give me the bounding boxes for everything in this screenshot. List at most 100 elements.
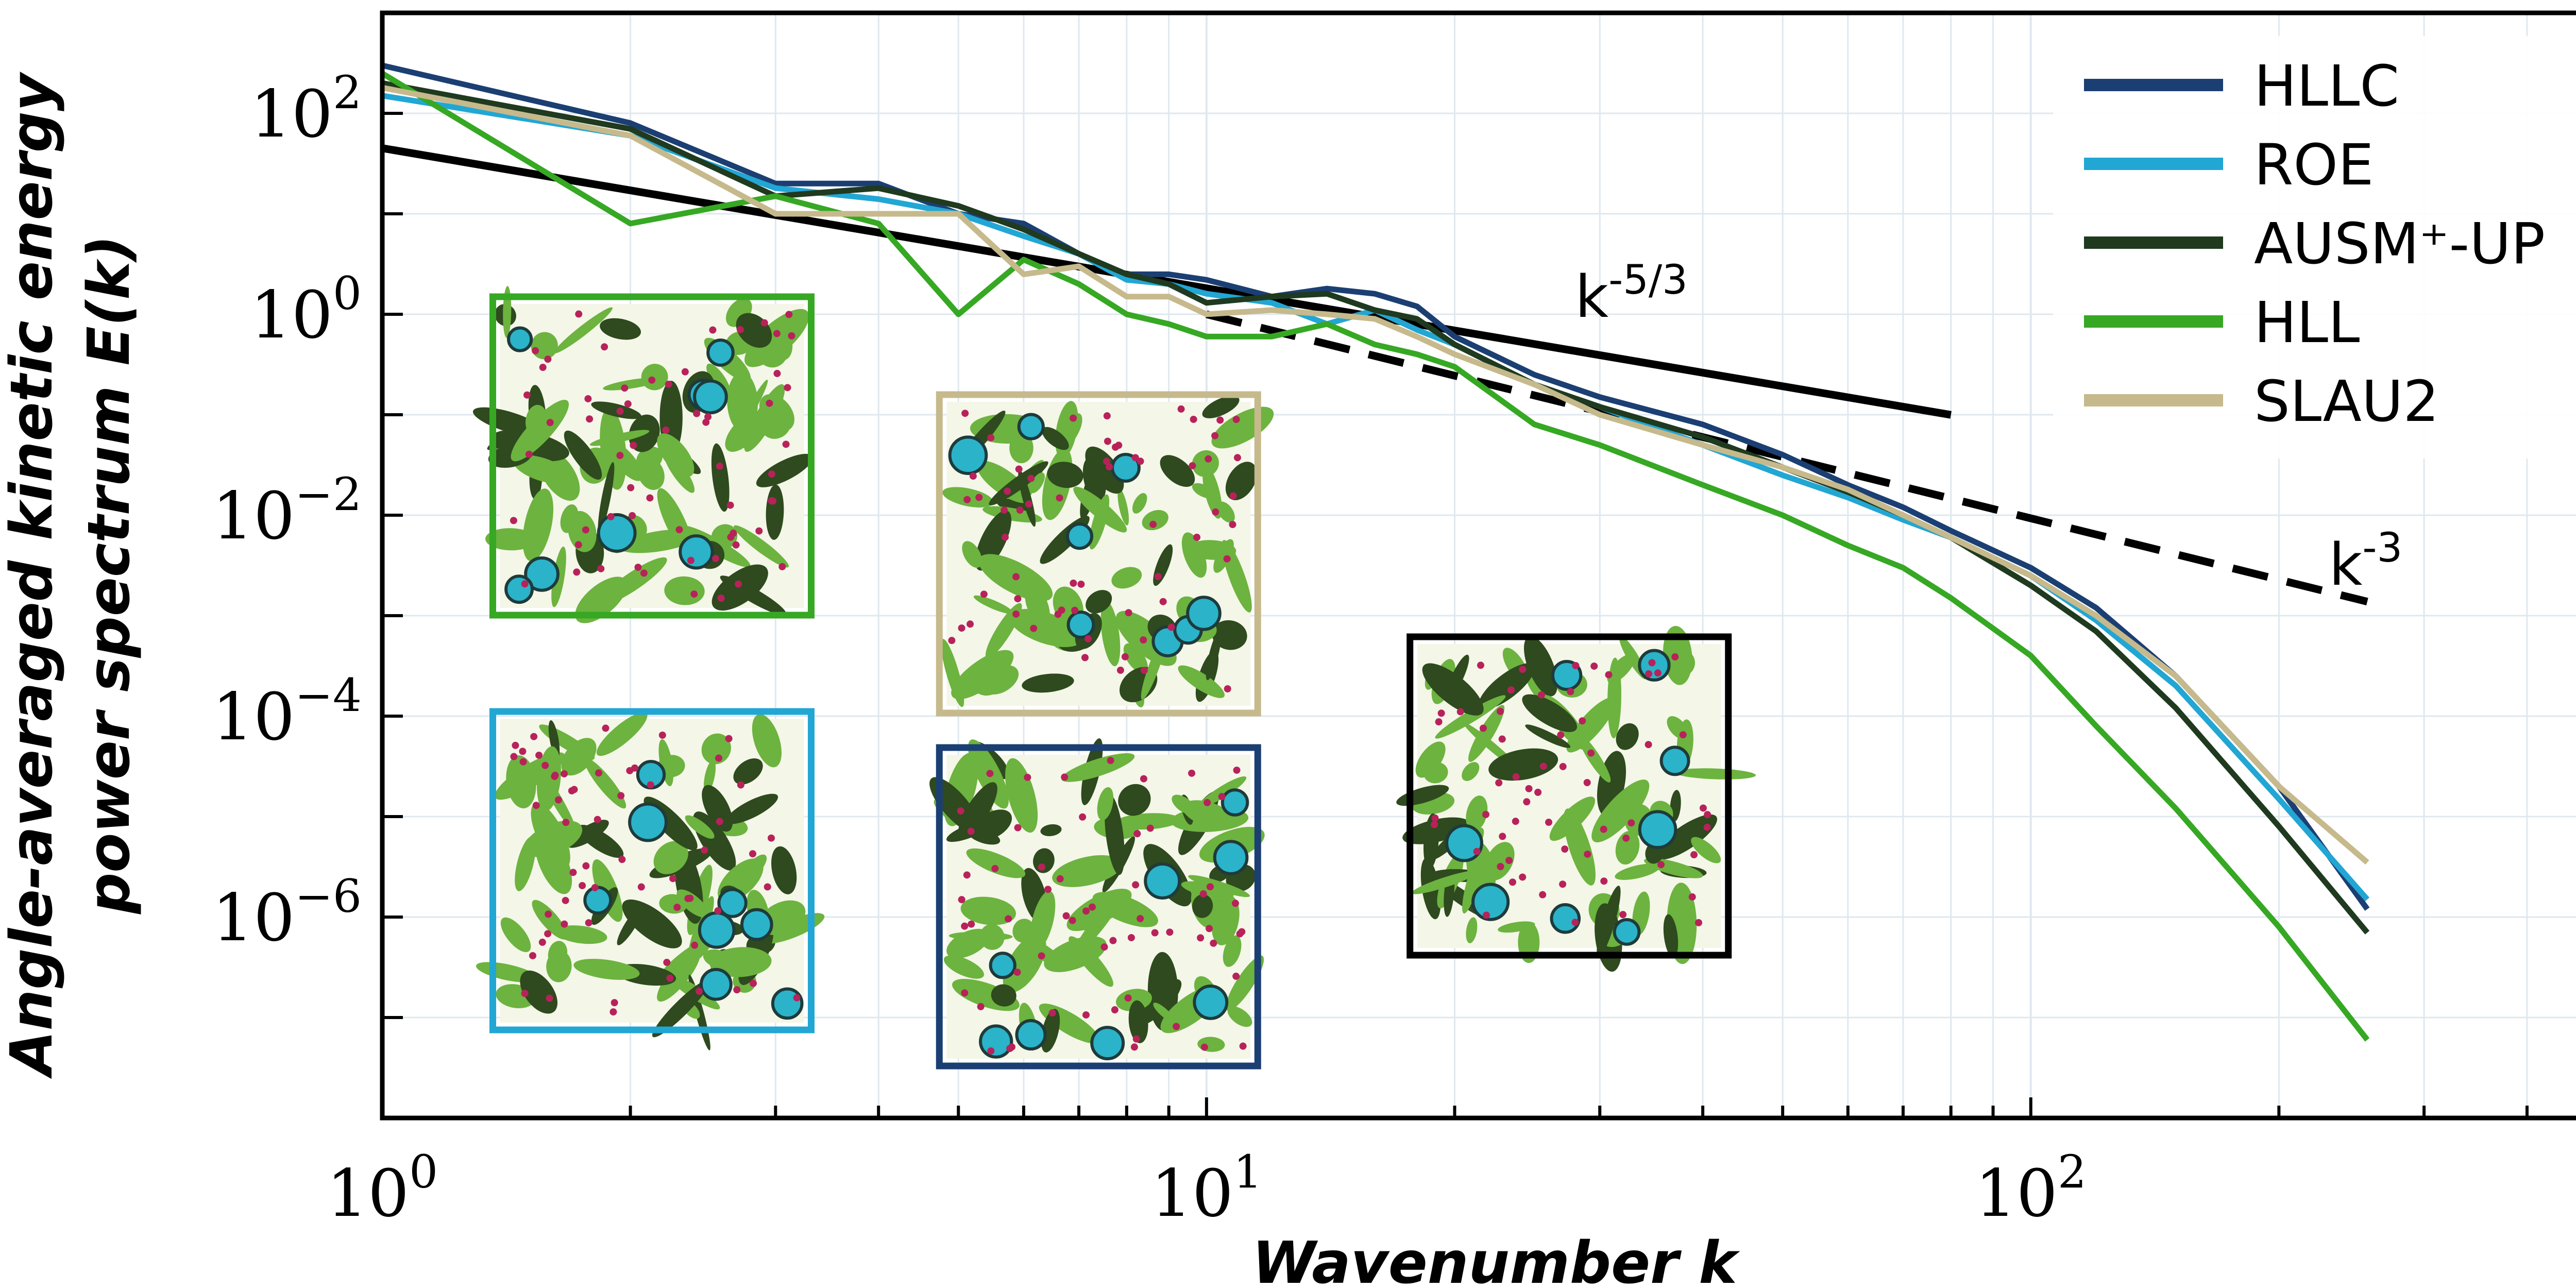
- vortex-streak: [511, 399, 569, 462]
- particle: [602, 724, 609, 732]
- vortex-streak: [591, 401, 641, 419]
- particle: [1645, 741, 1652, 749]
- vortex-core: [1550, 903, 1581, 934]
- series-line-ausmup: [382, 80, 2370, 935]
- particle: [575, 310, 583, 318]
- particle: [1590, 662, 1598, 670]
- series-line-slau: [381, 84, 2369, 865]
- particle: [967, 827, 975, 835]
- particle: [1561, 845, 1569, 853]
- particle: [621, 384, 629, 392]
- particle: [1223, 555, 1231, 563]
- particle: [629, 512, 636, 519]
- particle: [768, 834, 775, 842]
- particle: [716, 818, 723, 825]
- particle: [1206, 883, 1214, 891]
- vortex-core: [597, 513, 637, 553]
- vortex-core: [948, 435, 988, 476]
- vortex-streak: [1044, 936, 1107, 972]
- vortex-core: [979, 1024, 1013, 1059]
- flow-field-insets: [472, 286, 1756, 1070]
- inset-frame: [936, 744, 1261, 1070]
- flow-field-inset: [1396, 625, 1756, 972]
- flow-field-inset: [472, 286, 815, 623]
- vortex-core: [507, 326, 533, 352]
- label-base: k: [1575, 264, 1608, 331]
- particle: [782, 440, 790, 448]
- particle: [750, 979, 757, 987]
- particle: [1001, 506, 1008, 514]
- vortex-streak: [1498, 921, 1535, 933]
- particle: [1012, 573, 1020, 581]
- particle: [1704, 811, 1711, 819]
- vortex-streak: [567, 820, 609, 848]
- particle: [1645, 670, 1653, 677]
- particle: [591, 884, 599, 891]
- particle: [640, 569, 648, 577]
- vortex-streak: [1178, 665, 1225, 698]
- particle: [735, 580, 742, 588]
- particle: [1507, 686, 1515, 694]
- particle: [1233, 766, 1241, 774]
- particle: [1030, 624, 1038, 632]
- vortex-core: [699, 968, 733, 1001]
- y-tick-label: 10−6: [212, 870, 362, 956]
- particle: [541, 761, 549, 769]
- particle: [532, 347, 539, 354]
- particle: [1628, 819, 1635, 827]
- particle: [1211, 432, 1219, 439]
- label-exponent: -3: [2362, 525, 2402, 571]
- particle: [760, 319, 768, 327]
- vortex-streak: [1488, 748, 1558, 781]
- vortex-streak: [1052, 855, 1122, 887]
- vortex-streak: [1663, 914, 1679, 958]
- vortex-streak: [1009, 432, 1033, 464]
- vortex-core: [1090, 1026, 1125, 1061]
- vortex-streak: [1615, 863, 1660, 880]
- particle: [523, 391, 531, 399]
- particle: [687, 556, 694, 564]
- particle: [1104, 437, 1111, 445]
- particle: [749, 850, 756, 858]
- particle: [544, 930, 552, 938]
- vortex-streak: [561, 738, 597, 776]
- particle: [574, 541, 582, 549]
- particle: [1456, 708, 1464, 716]
- vortex-core: [1221, 788, 1249, 817]
- particle: [716, 462, 723, 470]
- vortex-streak: [1061, 753, 1135, 782]
- vortex-streak: [734, 525, 789, 568]
- particle: [1567, 688, 1574, 696]
- particle: [1231, 900, 1239, 907]
- vortex-streak: [962, 541, 982, 568]
- particle: [1495, 779, 1503, 787]
- particle: [675, 526, 683, 534]
- vortex-streak: [1435, 695, 1506, 739]
- vortex-streak: [600, 408, 626, 490]
- particle: [1505, 857, 1513, 865]
- vortex-core: [1659, 745, 1690, 776]
- vortex-streak: [1009, 608, 1082, 647]
- vortex-core: [1065, 522, 1094, 550]
- vortex-streak: [554, 307, 613, 353]
- series-line-hll: [381, 71, 2370, 1042]
- particle: [977, 1003, 985, 1010]
- particle: [732, 541, 740, 549]
- vortex-core: [1066, 611, 1095, 639]
- vortex-streak: [946, 928, 990, 959]
- vortex-core: [679, 534, 714, 570]
- particle: [1437, 709, 1445, 717]
- particle: [561, 920, 568, 928]
- vortex-streak: [1522, 694, 1578, 732]
- vortex-streak: [973, 595, 1013, 614]
- particle: [1081, 654, 1089, 662]
- particle: [1133, 830, 1141, 838]
- vortex-core: [771, 987, 804, 1020]
- particle: [1559, 880, 1567, 888]
- vortex-streak: [701, 733, 731, 765]
- particle: [709, 326, 717, 334]
- vortex-streak: [960, 896, 1016, 925]
- particle: [519, 758, 527, 766]
- particle: [1079, 813, 1087, 821]
- particle: [987, 434, 995, 442]
